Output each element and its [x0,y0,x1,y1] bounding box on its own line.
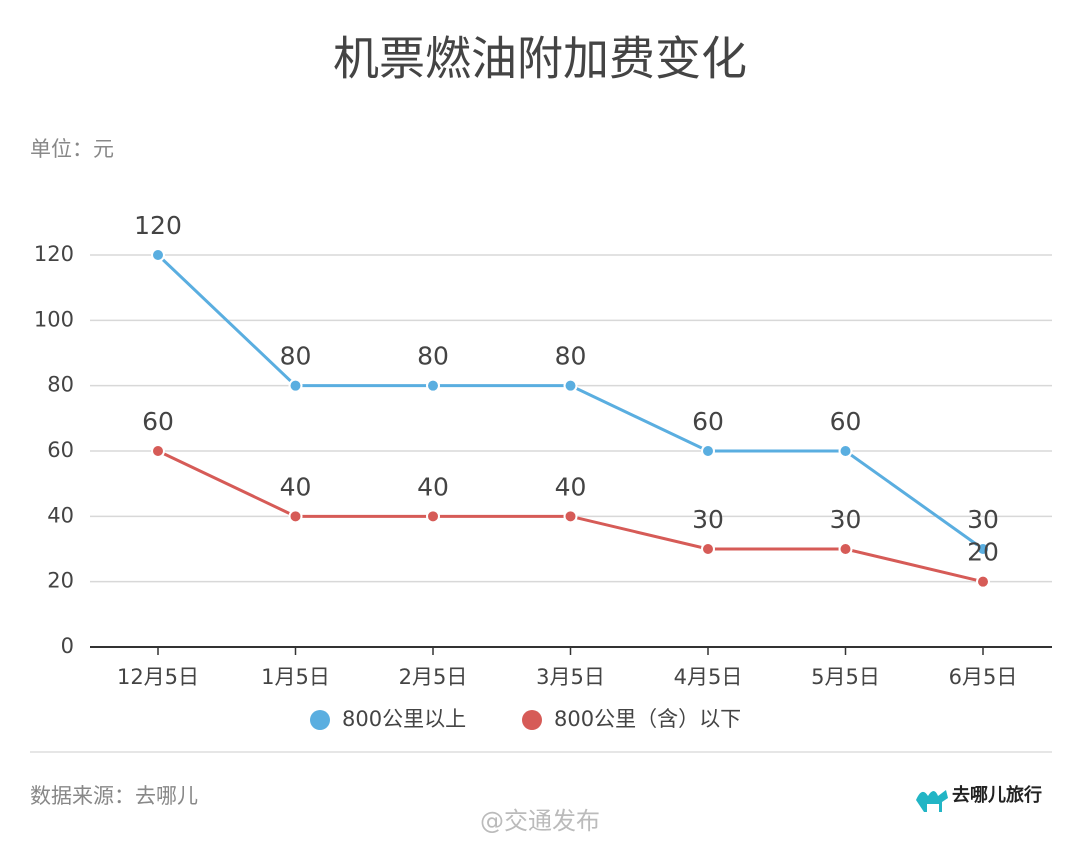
data-label: 60 [142,407,174,436]
point [151,444,165,458]
point [426,509,440,524]
data-label: 30 [830,505,862,534]
point [563,378,578,393]
x-tick-label: 6月5日 [949,665,1018,689]
watermark: @交通发布 [480,807,600,835]
y-tick-label: 20 [47,569,74,593]
logo-icon [916,790,948,812]
point [976,542,990,556]
point [701,542,715,556]
x-tick-label: 2月5日 [399,665,468,689]
y-tick-label: 80 [47,373,74,397]
y-tick-label: 0 [61,634,74,658]
source: 数据来源：去哪儿 [30,784,198,808]
data-label: 80 [280,342,312,371]
chart-title: 机票燃油附加费变化 [333,32,747,86]
data-label: 80 [555,342,587,371]
x-tick-label: 5月5日 [811,665,880,689]
legend-label: 800公里以上 [342,707,466,731]
point [838,444,853,458]
legend-swatch [310,710,330,730]
data-label: 80 [417,342,449,371]
point [701,444,715,458]
data-label: 60 [692,407,724,436]
data-label: 40 [555,472,587,501]
point [426,378,440,393]
data-label: 40 [280,472,312,501]
data-label: 120 [134,211,182,240]
data-label: 30 [692,505,724,534]
x-tick-label: 12月5日 [117,665,199,689]
point [288,509,303,524]
legend-swatch [522,710,542,730]
data-label: 40 [417,472,449,501]
point [838,542,853,556]
logo-text: 去哪儿旅行 [952,784,1042,806]
legend-label: 800公里（含）以下 [554,707,741,731]
x-tick-label: 4月5日 [674,665,743,689]
y-tick-label: 60 [47,438,74,462]
y-tick-label: 120 [34,242,74,266]
data-label: 20 [967,538,999,567]
x-tick-label: 1月5日 [261,665,330,689]
point [976,574,990,589]
y-tick-label: 40 [47,503,74,527]
point [151,248,165,262]
point [288,378,303,393]
data-label: 30 [967,505,999,534]
y-tick-label: 100 [34,307,74,331]
point [563,509,578,524]
unit-label: 单位：元 [30,137,114,161]
data-label: 60 [830,407,862,436]
x-tick-label: 3月5日 [536,665,605,689]
